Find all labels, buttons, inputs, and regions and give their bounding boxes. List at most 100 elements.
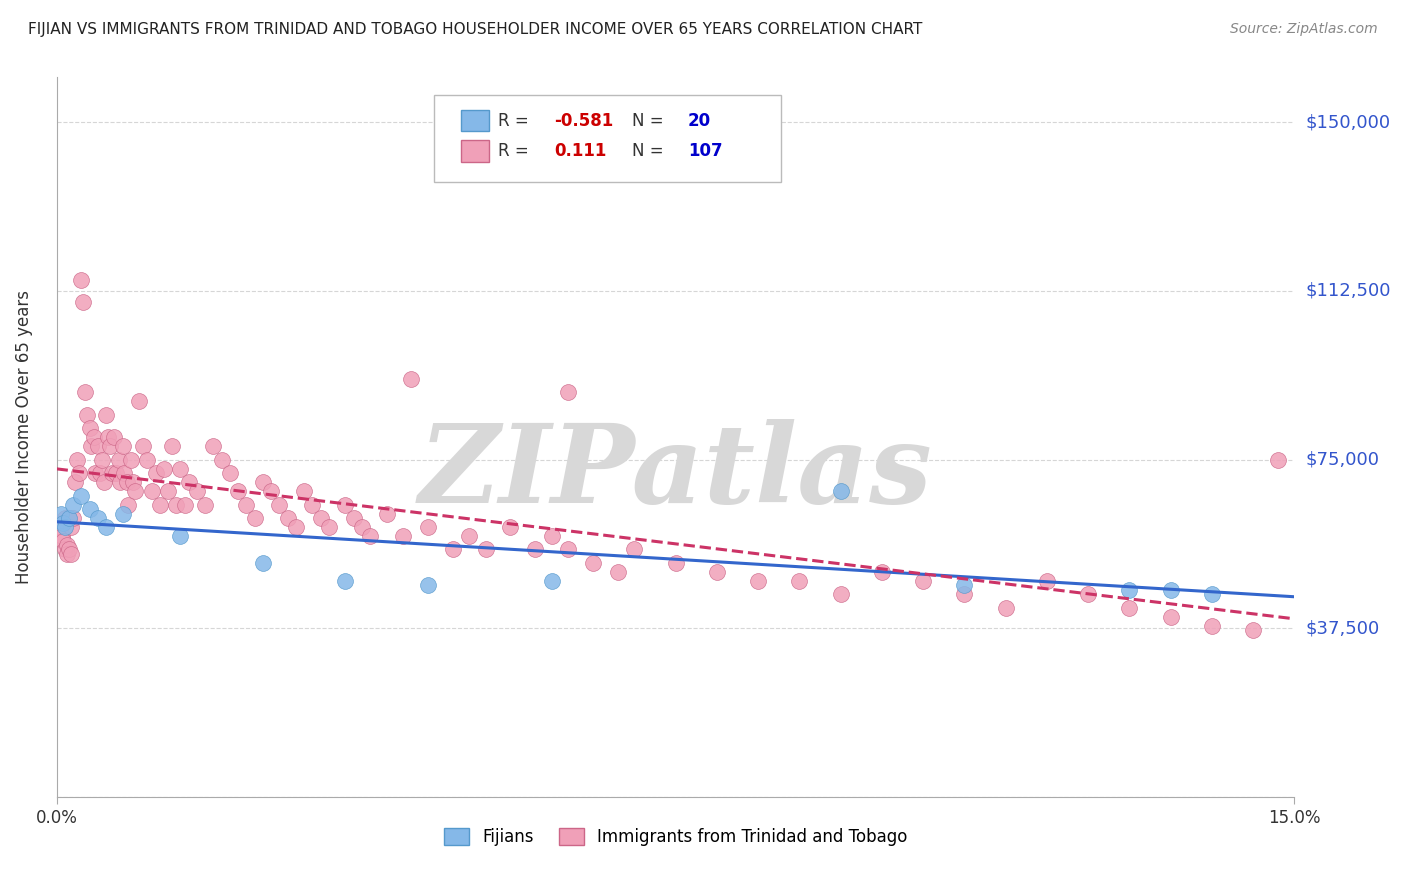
Point bbox=[169, 461, 191, 475]
Point bbox=[67, 466, 90, 480]
Point bbox=[53, 542, 76, 557]
Point bbox=[60, 520, 83, 534]
Point bbox=[112, 466, 135, 480]
Point bbox=[103, 430, 125, 444]
Point bbox=[1118, 601, 1140, 615]
Text: $112,500: $112,500 bbox=[1306, 282, 1391, 300]
Point bbox=[557, 542, 579, 557]
Point bbox=[994, 601, 1017, 615]
Point bbox=[252, 556, 274, 570]
Point bbox=[301, 498, 323, 512]
Text: N =: N = bbox=[633, 142, 669, 160]
Point bbox=[277, 511, 299, 525]
Text: $75,000: $75,000 bbox=[1306, 450, 1379, 468]
Point bbox=[202, 439, 225, 453]
Point bbox=[173, 498, 195, 512]
Text: $37,500: $37,500 bbox=[1306, 619, 1379, 637]
Point bbox=[706, 565, 728, 579]
Point bbox=[1201, 587, 1223, 601]
Point bbox=[91, 452, 114, 467]
Point bbox=[260, 484, 283, 499]
FancyBboxPatch shape bbox=[434, 95, 780, 182]
Point bbox=[392, 529, 415, 543]
Point bbox=[160, 439, 183, 453]
Text: ZIPatlas: ZIPatlas bbox=[419, 419, 932, 527]
Point bbox=[115, 475, 138, 489]
Point bbox=[59, 547, 82, 561]
Point bbox=[235, 498, 257, 512]
Text: R =: R = bbox=[499, 112, 534, 129]
Point bbox=[70, 489, 93, 503]
Point bbox=[292, 484, 315, 499]
Point bbox=[153, 461, 176, 475]
Point bbox=[226, 484, 249, 499]
Point bbox=[156, 484, 179, 499]
Point bbox=[165, 498, 187, 512]
Point bbox=[441, 542, 464, 557]
Point bbox=[1160, 582, 1182, 597]
Point bbox=[79, 421, 101, 435]
Legend: Fijians, Immigrants from Trinidad and Tobago: Fijians, Immigrants from Trinidad and To… bbox=[437, 822, 914, 853]
Point bbox=[87, 511, 110, 525]
Point bbox=[58, 511, 80, 525]
Point bbox=[623, 542, 645, 557]
Point bbox=[94, 408, 117, 422]
Point bbox=[1077, 587, 1099, 601]
Point bbox=[83, 430, 105, 444]
Point bbox=[76, 408, 98, 422]
Point bbox=[51, 529, 73, 543]
Point bbox=[540, 574, 562, 588]
Text: -0.581: -0.581 bbox=[554, 112, 613, 129]
Point bbox=[1118, 582, 1140, 597]
Point bbox=[870, 565, 893, 579]
Point bbox=[79, 502, 101, 516]
Point bbox=[80, 439, 103, 453]
Point bbox=[108, 475, 131, 489]
Point bbox=[1241, 624, 1264, 638]
Point bbox=[557, 385, 579, 400]
Point bbox=[343, 511, 366, 525]
Text: $150,000: $150,000 bbox=[1306, 113, 1391, 131]
Point bbox=[309, 511, 332, 525]
Point bbox=[58, 542, 80, 557]
Point bbox=[111, 439, 134, 453]
Point bbox=[53, 520, 76, 534]
Point bbox=[62, 498, 84, 512]
Point bbox=[62, 511, 84, 525]
Point bbox=[111, 507, 134, 521]
Text: 20: 20 bbox=[688, 112, 711, 129]
Point bbox=[1201, 619, 1223, 633]
Point bbox=[107, 452, 129, 467]
Point bbox=[186, 484, 208, 499]
FancyBboxPatch shape bbox=[461, 110, 489, 131]
Point bbox=[128, 394, 150, 409]
Point bbox=[169, 529, 191, 543]
Point bbox=[1267, 452, 1289, 467]
Point bbox=[49, 520, 72, 534]
Point bbox=[953, 578, 976, 592]
Point bbox=[401, 372, 423, 386]
Point bbox=[177, 475, 200, 489]
FancyBboxPatch shape bbox=[461, 140, 489, 161]
Point bbox=[124, 484, 146, 499]
Point bbox=[149, 498, 172, 512]
Point bbox=[375, 507, 398, 521]
Point bbox=[211, 452, 233, 467]
Point bbox=[132, 439, 155, 453]
Point bbox=[787, 574, 810, 588]
Point bbox=[94, 520, 117, 534]
Point bbox=[524, 542, 547, 557]
Point bbox=[98, 439, 121, 453]
Point bbox=[416, 578, 439, 592]
Point bbox=[335, 498, 357, 512]
Point bbox=[194, 498, 217, 512]
Point bbox=[89, 466, 111, 480]
Point bbox=[145, 466, 167, 480]
Point bbox=[359, 529, 381, 543]
Point bbox=[243, 511, 266, 525]
Point bbox=[335, 574, 357, 588]
Point bbox=[474, 542, 496, 557]
Point bbox=[72, 295, 94, 310]
Point bbox=[499, 520, 522, 534]
Point bbox=[416, 520, 439, 534]
